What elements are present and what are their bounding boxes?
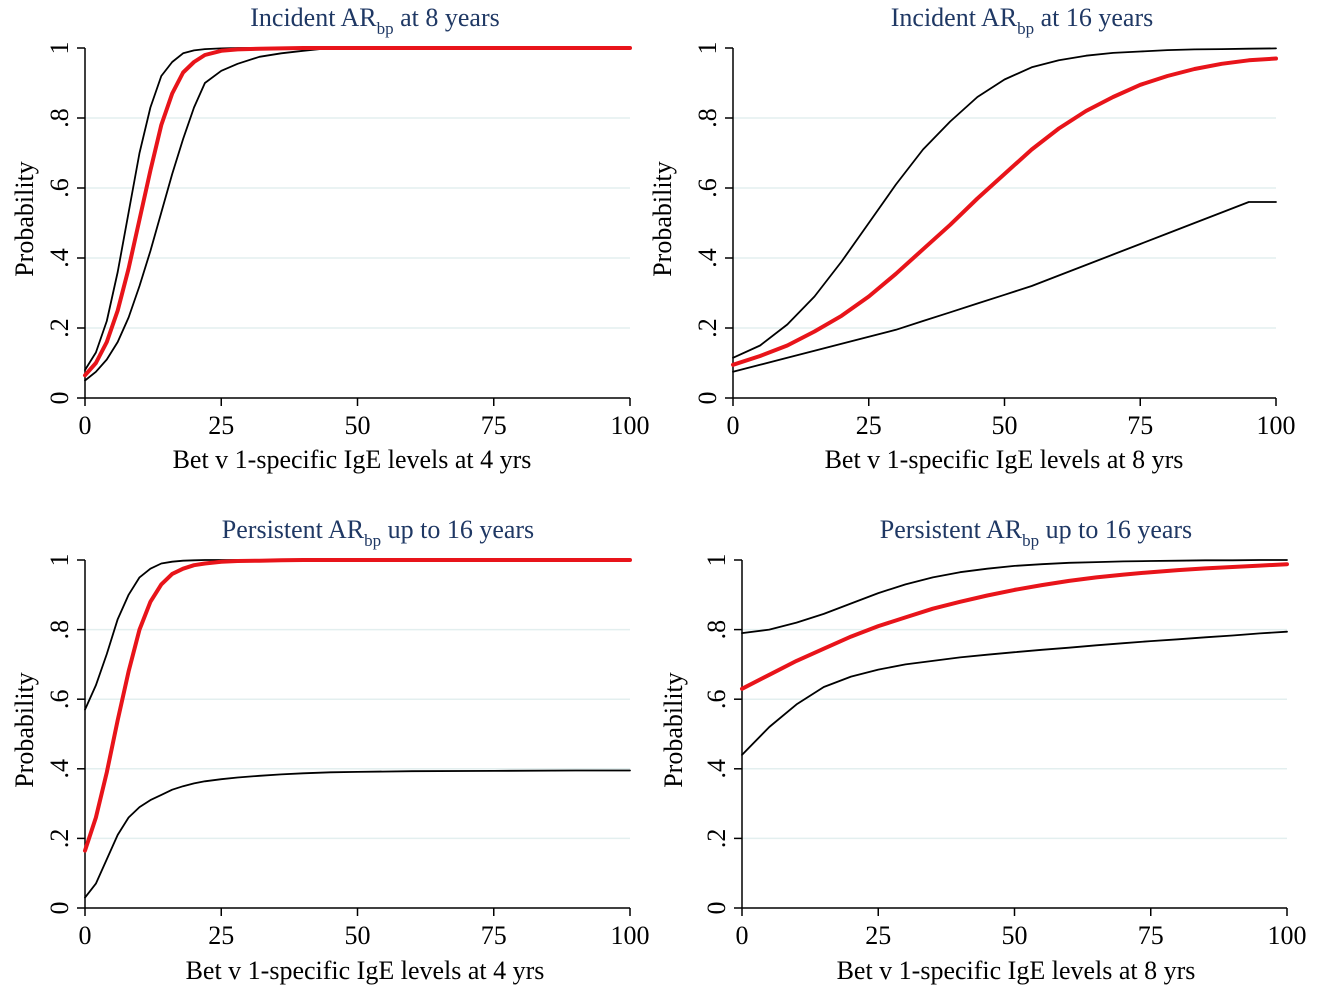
panel-incident-8y: Incident ARbp at 8 years Probability Bet… [10, 3, 650, 474]
x-tick-label: 0 [736, 921, 749, 950]
y-tick-label: .4 [702, 759, 731, 779]
y-tick-label: 0 [45, 392, 74, 405]
x-axis-label: Bet v 1-specific IgE levels at 8 yrs [837, 956, 1196, 985]
y-tick-label: .2 [45, 829, 74, 849]
series-estimate-line [740, 562, 1289, 691]
x-tick-label: 0 [79, 411, 92, 440]
x-tick-label: 50 [1002, 921, 1028, 950]
series-ci-lower-line [741, 630, 1288, 756]
series-ci-lower-line [84, 47, 631, 382]
x-axis-label: Bet v 1-specific IgE levels at 4 yrs [173, 445, 532, 474]
panel-title: Incident ARbp at 8 years [250, 3, 500, 38]
y-tick-label: .8 [45, 108, 74, 128]
y-tick-label: .6 [45, 178, 74, 198]
x-tick-label: 100 [611, 921, 650, 950]
series-estimate-line [83, 46, 632, 378]
x-tick-label: 100 [1268, 921, 1307, 950]
y-tick-label: 0 [45, 902, 74, 915]
y-tick-label: .8 [45, 620, 74, 640]
y-tick-label: .4 [45, 759, 74, 779]
panel-incident-16y: Incident ARbp at 16 years Probability Be… [648, 3, 1296, 474]
y-tick-label: 1 [45, 554, 74, 567]
y-tick-label: 0 [702, 902, 731, 915]
y-tick-label: .6 [702, 689, 731, 709]
series-ci-upper-line [84, 47, 631, 371]
series-ci-lower-line [732, 201, 1277, 373]
x-axis-label: Bet v 1-specific IgE levels at 4 yrs [186, 956, 545, 985]
x-axis-label: Bet v 1-specific IgE levels at 8 yrs [825, 445, 1184, 474]
y-tick-label: .2 [45, 318, 74, 338]
series-ci-upper-line [84, 559, 631, 711]
panel-title: Incident ARbp at 16 years [891, 3, 1154, 38]
y-tick-label: .4 [45, 248, 74, 268]
x-tick-label: 0 [727, 411, 740, 440]
x-tick-label: 25 [208, 411, 234, 440]
x-tick-label: 25 [856, 411, 882, 440]
series-ci-upper-line [732, 47, 1277, 359]
x-tick-label: 75 [481, 921, 507, 950]
y-tick-label: 1 [702, 554, 731, 567]
y-tick-label: .2 [702, 829, 731, 849]
series-estimate-line [83, 558, 632, 853]
panel-persistent-8y: Persistent ARbp up to 16 years Probabili… [659, 515, 1307, 985]
y-tick-label: .8 [693, 108, 722, 128]
x-tick-label: 0 [79, 921, 92, 950]
y-tick-label: .6 [45, 689, 74, 709]
series-estimate-line [731, 56, 1278, 367]
y-tick-label: 1 [45, 42, 74, 55]
y-tick-label: 0 [693, 392, 722, 405]
y-tick-label: .8 [702, 620, 731, 640]
y-tick-label: .2 [693, 318, 722, 338]
x-tick-label: 50 [345, 921, 371, 950]
y-tick-label: .4 [693, 248, 722, 268]
x-tick-label: 25 [208, 921, 234, 950]
y-tick-label: .6 [693, 178, 722, 198]
x-tick-label: 100 [1257, 411, 1296, 440]
panel-title: Persistent ARbp up to 16 years [222, 515, 534, 550]
x-tick-label: 50 [992, 411, 1018, 440]
x-tick-label: 50 [345, 411, 371, 440]
x-tick-label: 75 [1138, 921, 1164, 950]
x-tick-label: 75 [481, 411, 507, 440]
panel-persistent-4y: Persistent ARbp up to 16 years Probabili… [10, 515, 650, 985]
panel-title: Persistent ARbp up to 16 years [880, 515, 1192, 550]
y-axis-label: Probability [10, 161, 39, 277]
x-tick-label: 100 [611, 411, 650, 440]
series-ci-upper-line [741, 559, 1288, 634]
y-axis-label: Probability [659, 672, 688, 788]
x-tick-label: 75 [1127, 411, 1153, 440]
y-axis-label: Probability [10, 672, 39, 788]
y-axis-label: Probability [648, 161, 677, 277]
x-tick-label: 25 [865, 921, 891, 950]
series-ci-lower-line [84, 769, 631, 899]
y-tick-label: 1 [693, 42, 722, 55]
